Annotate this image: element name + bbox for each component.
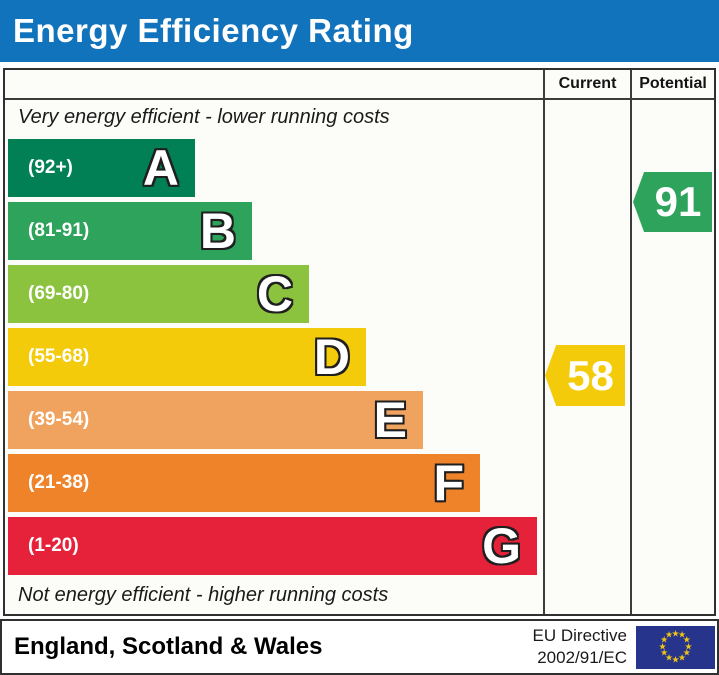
region-label: England, Scotland & Wales	[14, 633, 323, 660]
potential-column-divider	[630, 70, 632, 614]
band-letter: B	[199, 203, 236, 259]
band-range-label: (1-20)	[28, 535, 79, 556]
eu-directive-line1: EU Directive	[532, 626, 627, 645]
band-letter: A	[142, 140, 179, 196]
current-column-divider	[543, 70, 545, 614]
band-row-f: (21-38) F	[8, 454, 480, 512]
band-row-b: (81-91) B	[8, 202, 252, 260]
band-range-label: (39-54)	[28, 409, 90, 430]
eu-directive-text: EU Directive 2002/91/EC	[492, 625, 627, 669]
band-row-d: (55-68) D	[8, 328, 366, 386]
band-letter: E	[373, 392, 407, 448]
band-row-g: (1-20) G	[8, 517, 537, 575]
band-letter: F	[433, 455, 464, 511]
band-range-label: (69-80)	[28, 283, 90, 304]
header-row-divider	[5, 98, 714, 100]
band-range-label: (21-38)	[28, 472, 90, 493]
page-title: Energy Efficiency Rating	[13, 12, 414, 49]
current-rating-value: 58	[567, 351, 614, 399]
column-header-potential: Potential	[639, 75, 707, 92]
band-row-e: (39-54) E	[8, 391, 423, 449]
band-range-label: (92+)	[28, 157, 73, 178]
band-row-c: (69-80) C	[8, 265, 309, 323]
top-note: Very energy efficient - lower running co…	[18, 106, 390, 128]
eu-directive-line2: 2002/91/EC	[537, 648, 627, 667]
column-header-current: Current	[558, 75, 617, 92]
band-letter: C	[256, 266, 293, 322]
potential-rating-arrow: 91	[633, 172, 712, 232]
energy-rating-chart: Current Potential Very energy efficient …	[3, 68, 716, 616]
title-bar: Energy Efficiency Rating	[0, 0, 719, 62]
band-row-a: (92+) A	[8, 139, 195, 197]
band-range-label: (55-68)	[28, 346, 90, 367]
band-letter: D	[313, 329, 350, 385]
current-rating-arrow: 58	[545, 345, 625, 406]
bottom-note: Not energy efficient - higher running co…	[18, 584, 389, 606]
eu-flag-star-icon	[665, 632, 673, 641]
eu-flag-icon	[636, 626, 715, 669]
band-letter: G	[482, 518, 521, 574]
footer-bar: England, Scotland & Wales EU Directive 2…	[0, 619, 719, 675]
potential-rating-value: 91	[654, 178, 702, 225]
band-range-label: (81-91)	[28, 220, 90, 241]
